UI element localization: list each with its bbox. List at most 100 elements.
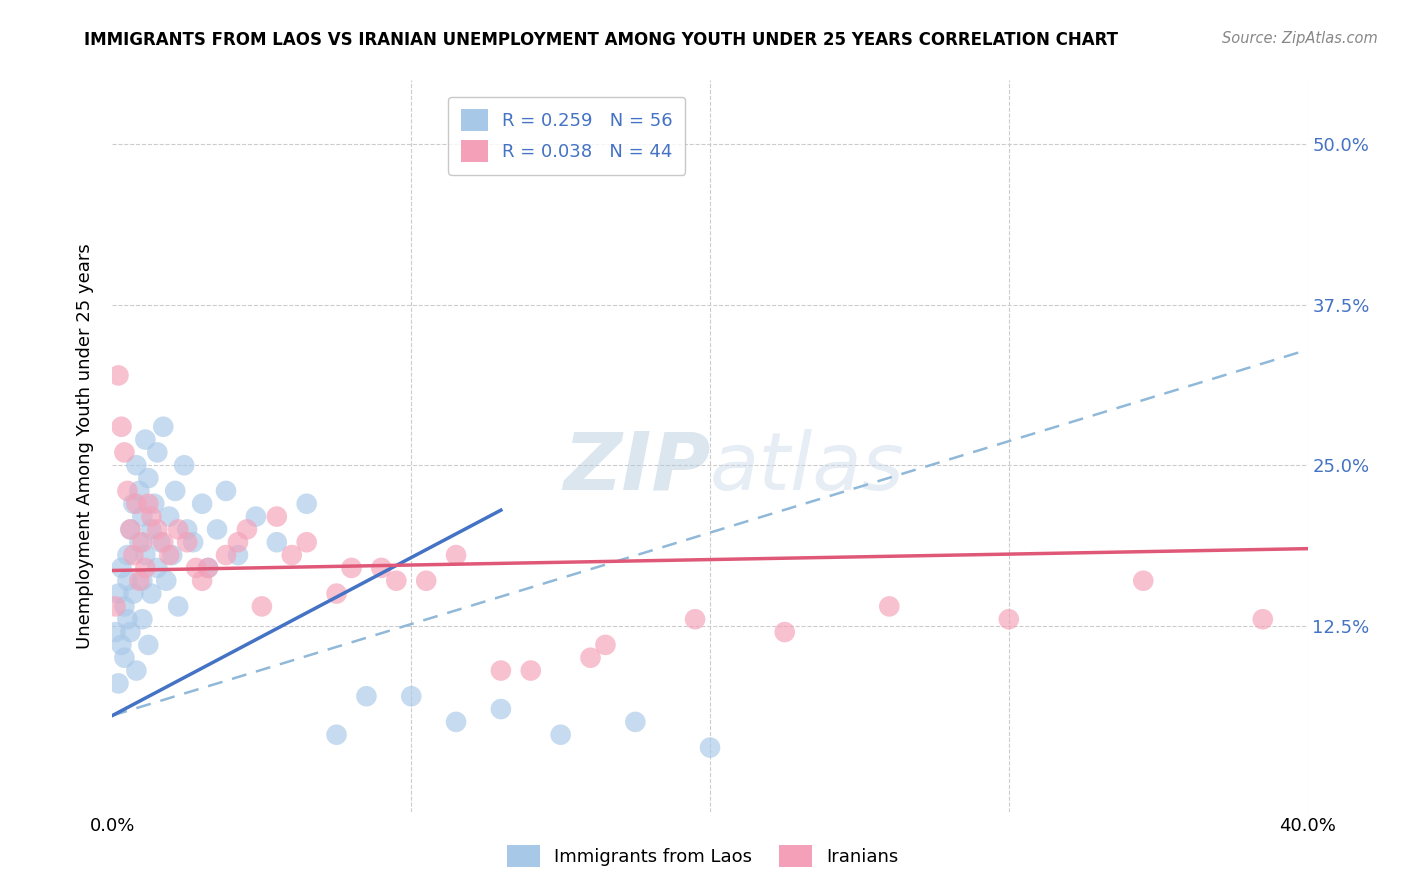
Point [131, 612, 153, 626]
Point [595, 638, 617, 652]
Point [134, 561, 156, 575]
Point [125, 458, 148, 473]
Point [281, 548, 304, 562]
Point [138, 638, 160, 652]
Point [236, 523, 259, 537]
Point [122, 548, 145, 562]
Point [122, 497, 145, 511]
Point [110, 419, 132, 434]
Point [125, 664, 148, 678]
Point [104, 625, 127, 640]
Point [128, 535, 150, 549]
Point [325, 728, 347, 742]
Point [134, 548, 156, 562]
Point [114, 445, 135, 459]
Point [245, 509, 267, 524]
Point [110, 638, 132, 652]
Point [197, 561, 219, 575]
Point [356, 690, 378, 704]
Point [120, 625, 142, 640]
Point [489, 664, 512, 678]
Point [107, 676, 129, 690]
Point [131, 574, 153, 588]
Point [579, 650, 602, 665]
Point [138, 497, 160, 511]
Point [152, 535, 174, 549]
Point [141, 586, 163, 600]
Point [444, 714, 467, 729]
Point [152, 419, 174, 434]
Y-axis label: Unemployment Among Youth under 25 years: Unemployment Among Youth under 25 years [76, 244, 94, 648]
Point [107, 368, 129, 383]
Point [773, 625, 796, 640]
Point [146, 523, 169, 537]
Point [134, 433, 156, 447]
Point [181, 535, 204, 549]
Point [215, 483, 238, 498]
Point [186, 561, 208, 575]
Point [131, 535, 153, 549]
Point [143, 497, 166, 511]
Point [141, 523, 163, 537]
Point [699, 740, 721, 755]
Point [162, 548, 183, 562]
Point [520, 664, 543, 678]
Point [117, 483, 139, 498]
Point [683, 612, 706, 626]
Point [138, 471, 160, 485]
Point [215, 548, 238, 562]
Text: ZIP: ZIP [562, 429, 710, 507]
Point [131, 509, 153, 524]
Point [385, 574, 408, 588]
Point [401, 690, 423, 704]
Point [1132, 574, 1154, 588]
Point [167, 599, 190, 614]
Point [155, 574, 177, 588]
Point [325, 586, 347, 600]
Point [266, 535, 288, 549]
Point [110, 561, 132, 575]
Point [128, 483, 150, 498]
Point [415, 574, 437, 588]
Text: Source: ZipAtlas.com: Source: ZipAtlas.com [1222, 31, 1378, 46]
Point [141, 509, 163, 524]
Point [205, 523, 228, 537]
Point [149, 535, 172, 549]
Point [191, 574, 214, 588]
Point [146, 561, 169, 575]
Legend: Immigrants from Laos, Iranians: Immigrants from Laos, Iranians [501, 838, 905, 874]
Point [114, 650, 135, 665]
Text: IMMIGRANTS FROM LAOS VS IRANIAN UNEMPLOYMENT AMONG YOUTH UNDER 25 YEARS CORRELAT: IMMIGRANTS FROM LAOS VS IRANIAN UNEMPLOY… [84, 31, 1118, 49]
Point [879, 599, 901, 614]
Point [120, 523, 142, 537]
Point [226, 535, 249, 549]
Text: atlas: atlas [710, 429, 905, 507]
Point [370, 561, 392, 575]
Point [266, 509, 288, 524]
Point [176, 523, 198, 537]
Point [550, 728, 572, 742]
Point [117, 548, 139, 562]
Point [340, 561, 363, 575]
Point [624, 714, 647, 729]
Point [104, 599, 127, 614]
Point [157, 548, 180, 562]
Point [165, 483, 187, 498]
Point [191, 497, 214, 511]
Point [197, 561, 219, 575]
Point [157, 509, 180, 524]
Point [295, 497, 318, 511]
Point [295, 535, 318, 549]
Point [489, 702, 512, 716]
Point [250, 599, 273, 614]
Point [998, 612, 1021, 626]
Point [107, 586, 129, 600]
Point [167, 523, 190, 537]
Point [1251, 612, 1274, 626]
Point [120, 523, 142, 537]
Legend: R = 0.259   N = 56, R = 0.038   N = 44: R = 0.259 N = 56, R = 0.038 N = 44 [449, 96, 685, 175]
Point [173, 458, 195, 473]
Point [117, 574, 139, 588]
Point [114, 599, 135, 614]
Point [176, 535, 198, 549]
